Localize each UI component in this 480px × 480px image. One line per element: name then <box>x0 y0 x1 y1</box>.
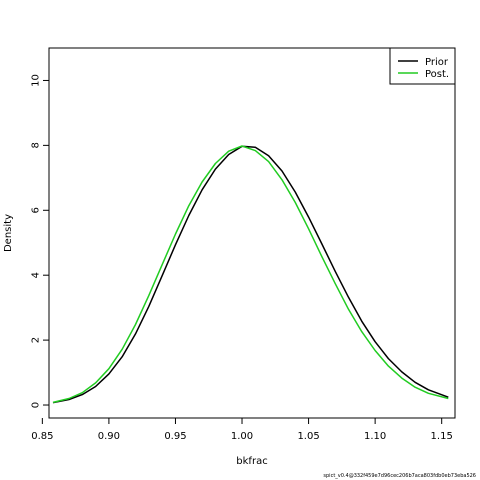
version-footer: spict_v0.4@332f459e7d96cec206b7aca803fdb… <box>323 473 476 479</box>
series-line-1 <box>52 145 449 404</box>
y-axis: 0 2 4 6 8 10 <box>31 74 49 408</box>
legend: Prior Post. <box>389 47 456 85</box>
y-axis-title: Density <box>3 214 14 252</box>
series-line-0 <box>52 145 449 404</box>
y-tick-label: 8 <box>31 142 42 148</box>
y-tick-label: 2 <box>31 337 42 343</box>
plot-frame <box>48 47 456 419</box>
x-tick-label: 1.00 <box>231 431 253 442</box>
x-tick-label: 1.05 <box>297 431 319 442</box>
legend-label-prior: Prior <box>425 57 449 68</box>
x-axis: 0.85 0.90 0.95 1.00 1.05 1.10 1.15 <box>31 418 453 442</box>
y-tick-label: 4 <box>31 272 42 278</box>
y-tick-label: 10 <box>31 74 42 87</box>
x-tick-label: 0.90 <box>98 431 120 442</box>
legend-label-post: Post. <box>425 69 449 80</box>
x-tick-label: 0.85 <box>31 431 53 442</box>
series-curves <box>52 145 449 404</box>
x-axis-title: bkfrac <box>236 456 267 467</box>
legend-box <box>389 47 456 85</box>
y-tick-label: 6 <box>31 207 42 213</box>
y-tick-label: 0 <box>31 402 42 408</box>
x-tick-label: 1.15 <box>431 431 453 442</box>
x-tick-label: 0.95 <box>164 431 186 442</box>
x-tick-label: 1.10 <box>364 431 386 442</box>
